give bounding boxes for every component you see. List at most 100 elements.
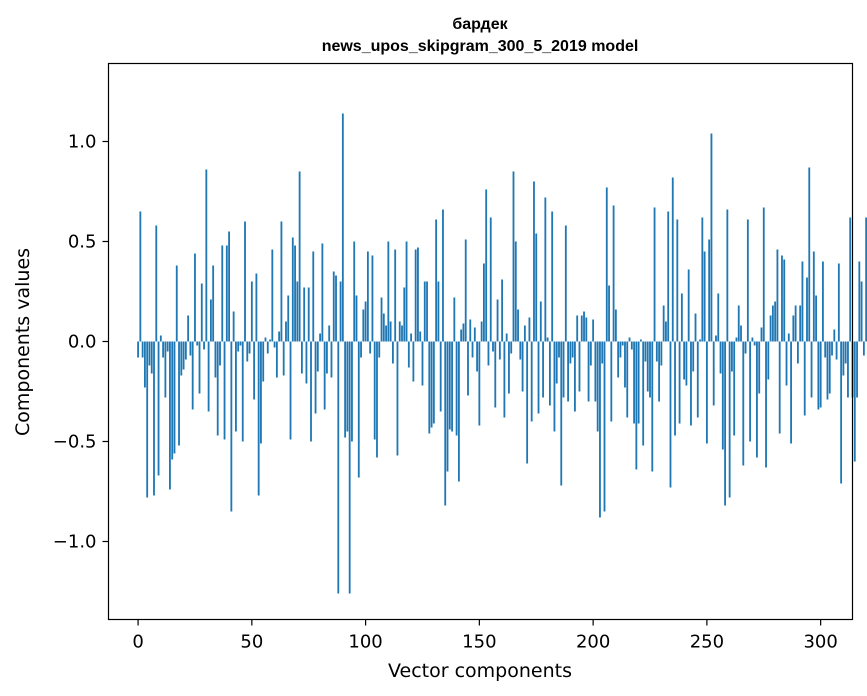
bar xyxy=(548,341,551,406)
bar xyxy=(665,321,667,342)
bar xyxy=(162,341,165,358)
bar xyxy=(362,309,365,342)
bar xyxy=(646,341,649,392)
bar xyxy=(642,341,645,446)
bar xyxy=(517,309,519,342)
bar xyxy=(371,255,374,342)
bar xyxy=(803,341,806,416)
bar xyxy=(294,245,296,342)
bar xyxy=(212,265,215,342)
bar xyxy=(175,265,178,342)
bar xyxy=(382,313,385,342)
bar xyxy=(150,341,153,374)
bar xyxy=(528,317,531,342)
bar xyxy=(569,341,572,364)
bar xyxy=(794,305,797,342)
bar xyxy=(391,341,394,364)
bar xyxy=(219,341,221,366)
bar xyxy=(574,341,576,412)
bar xyxy=(455,341,458,436)
bar xyxy=(639,339,642,342)
bar xyxy=(576,315,579,342)
bar xyxy=(667,211,670,342)
bar xyxy=(685,341,688,386)
bar xyxy=(166,341,169,352)
bar xyxy=(169,341,171,490)
bar xyxy=(196,341,199,346)
bar xyxy=(221,245,224,342)
bar xyxy=(330,341,333,378)
bar xyxy=(635,341,638,470)
bar xyxy=(376,341,378,458)
bar xyxy=(842,341,845,376)
bar xyxy=(810,341,813,398)
bar xyxy=(578,341,581,392)
bar xyxy=(696,341,699,418)
bar xyxy=(419,331,422,342)
bar xyxy=(141,341,144,358)
bar xyxy=(366,251,369,342)
bar xyxy=(589,341,592,366)
bar xyxy=(173,341,176,454)
bar xyxy=(476,341,478,372)
bar xyxy=(840,341,843,484)
bar xyxy=(726,209,729,342)
bar xyxy=(321,243,324,342)
bar xyxy=(790,341,792,444)
bar xyxy=(651,341,654,472)
bar xyxy=(473,327,476,342)
bar xyxy=(155,225,158,342)
bars-group xyxy=(137,113,867,594)
bar xyxy=(348,341,351,594)
bar xyxy=(551,211,554,342)
bar xyxy=(462,323,465,342)
bar xyxy=(339,281,342,342)
bar xyxy=(328,325,331,342)
bar xyxy=(769,315,772,342)
bar xyxy=(737,305,740,342)
bar xyxy=(307,287,310,342)
bar xyxy=(583,311,585,342)
bar xyxy=(856,341,858,398)
bar xyxy=(719,341,722,374)
bar xyxy=(239,341,242,346)
bar xyxy=(369,341,372,354)
bar xyxy=(767,341,770,380)
bar xyxy=(444,341,447,506)
bar xyxy=(335,275,337,342)
y-tick-label: −1.0 xyxy=(53,532,97,553)
bar xyxy=(485,189,488,342)
bar xyxy=(353,241,356,342)
bar xyxy=(837,263,840,342)
bar xyxy=(785,341,788,386)
bar xyxy=(423,281,426,342)
x-axis-label: Vector components xyxy=(388,660,572,682)
x-tick-label: 250 xyxy=(690,632,724,653)
bar xyxy=(344,341,347,438)
bar xyxy=(430,341,433,428)
bar xyxy=(853,341,856,462)
bar xyxy=(756,341,758,458)
bar xyxy=(776,249,779,342)
bar xyxy=(537,341,540,414)
bar xyxy=(608,285,610,342)
bar xyxy=(819,341,822,408)
bar xyxy=(808,167,811,342)
bar xyxy=(519,341,522,360)
bar xyxy=(207,341,210,412)
bar xyxy=(235,341,237,432)
bar xyxy=(494,341,497,408)
bar xyxy=(758,341,761,394)
bar xyxy=(483,263,485,342)
bar xyxy=(460,329,463,342)
bar xyxy=(649,341,651,398)
bar xyxy=(605,187,608,342)
bar xyxy=(612,205,615,342)
bar xyxy=(828,341,831,394)
bar xyxy=(655,341,658,362)
bar xyxy=(394,249,397,342)
bar xyxy=(137,341,139,358)
bar xyxy=(844,341,847,364)
bar xyxy=(191,341,194,410)
